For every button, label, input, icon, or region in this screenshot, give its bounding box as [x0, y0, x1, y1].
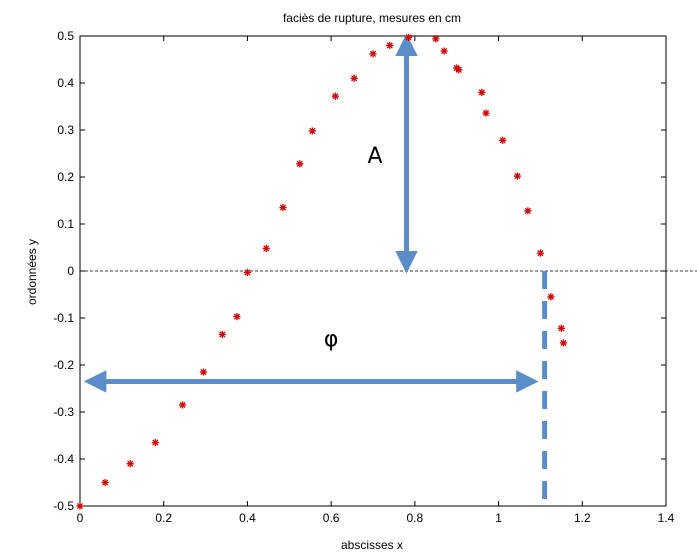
y-tick-label: 0.1 — [57, 217, 74, 231]
data-point — [478, 88, 486, 97]
data-points — [76, 33, 568, 510]
data-point — [369, 50, 377, 58]
x-tick-label: 0.6 — [323, 511, 340, 525]
data-point — [199, 368, 208, 376]
y-tick-label: 0.4 — [57, 76, 74, 90]
data-point — [151, 438, 159, 447]
data-point — [243, 268, 252, 277]
x-tick-label: 0.2 — [155, 511, 172, 525]
data-point — [482, 109, 490, 117]
data-point — [350, 74, 358, 82]
data-point — [331, 92, 339, 100]
data-point — [536, 249, 545, 257]
data-point — [524, 207, 532, 215]
data-point — [386, 41, 394, 50]
x-axis-title: abscisses x — [341, 538, 403, 552]
chart-title: faciès de rupture, mesures en cm — [283, 11, 461, 25]
y-tick-label: 0 — [67, 264, 74, 278]
data-point — [455, 66, 463, 74]
data-point — [218, 330, 226, 339]
phase-label: φ — [324, 327, 339, 352]
y-axis-ticks: -0.5 -0.4 -0.3 -0.2 -0.1 0 0.1 0.2 0.3 0.4 0.5 — [53, 29, 666, 513]
amplitude-label: A — [368, 144, 383, 169]
x-tick-label: 1 — [495, 511, 502, 525]
data-point — [101, 478, 109, 487]
data-point — [432, 35, 440, 43]
y-tick-label: -0.2 — [53, 358, 74, 372]
data-point — [308, 127, 316, 135]
y-tick-label: 0.2 — [57, 170, 74, 184]
annotation-layer: Aφ — [83, 33, 548, 506]
y-tick-label: -0.3 — [53, 405, 74, 419]
y-tick-label: 0.3 — [57, 123, 74, 137]
data-point — [404, 33, 413, 42]
data-point — [513, 172, 522, 180]
data-point — [296, 160, 304, 168]
y-tick-label: -0.4 — [53, 452, 74, 466]
y-tick-label: 0.5 — [57, 29, 74, 43]
x-tick-label: 1.4 — [658, 511, 675, 525]
x-axis-ticks: 0 0.2 0.4 0.6 0.8 1 1.2 1.4 — [77, 36, 675, 525]
x-tick-label: 1.2 — [574, 511, 591, 525]
data-point — [76, 502, 84, 510]
data-point — [547, 293, 555, 301]
data-point — [262, 244, 270, 253]
data-point — [499, 136, 507, 144]
data-point — [279, 203, 287, 212]
data-point — [126, 460, 134, 468]
data-point — [559, 339, 568, 347]
x-tick-label: 0 — [77, 511, 84, 525]
y-tick-label: -0.1 — [53, 311, 74, 325]
x-tick-label: 0.8 — [407, 511, 424, 525]
y-axis-title: ordonnées y — [25, 239, 39, 305]
x-tick-label: 0.4 — [239, 511, 256, 525]
data-point — [557, 324, 565, 332]
data-point — [178, 401, 187, 409]
data-point — [440, 47, 448, 55]
data-point — [233, 312, 241, 321]
y-tick-label: -0.5 — [53, 499, 74, 513]
